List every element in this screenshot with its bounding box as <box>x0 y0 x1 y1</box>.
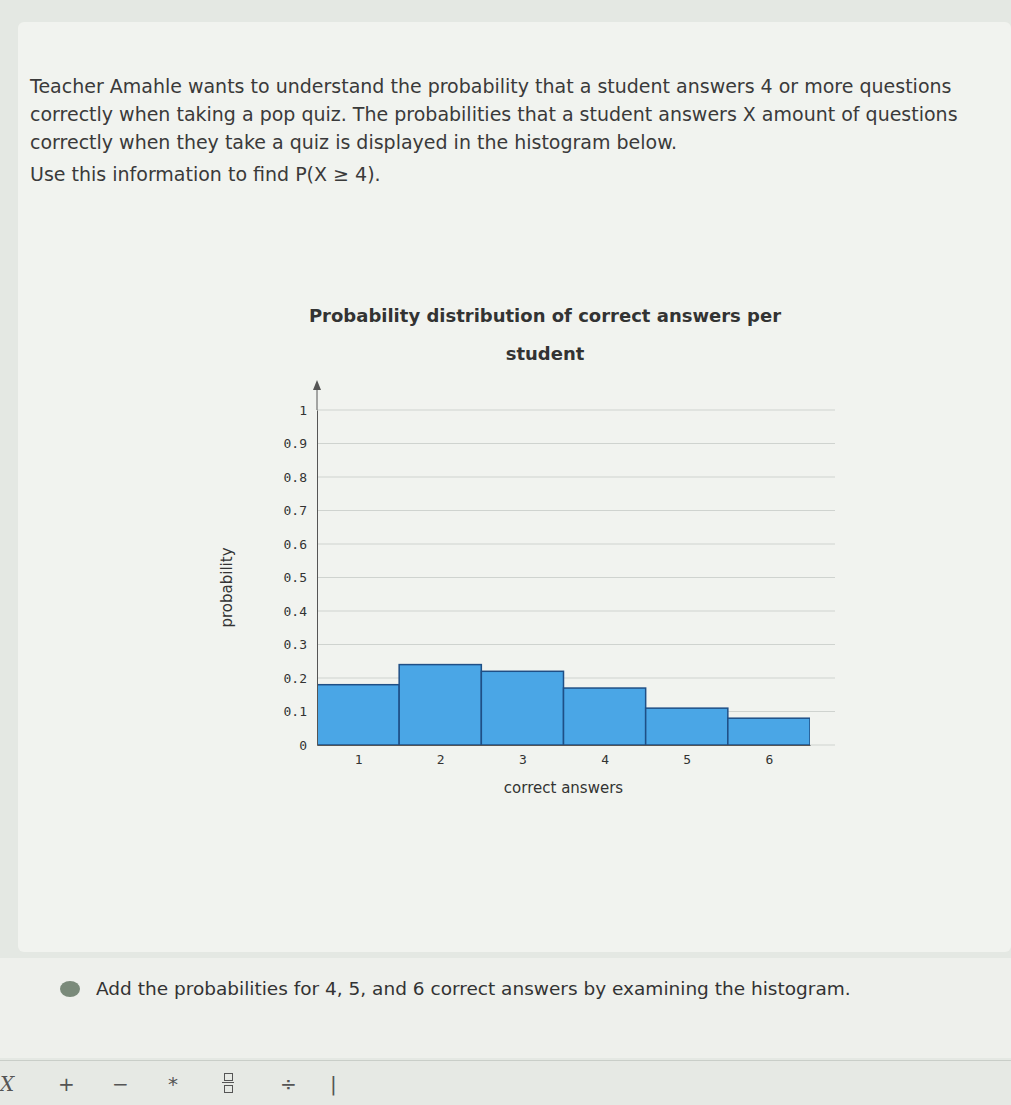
fraction-button[interactable] <box>222 1071 234 1095</box>
tick-label: 0.3 <box>284 637 307 652</box>
grid-line <box>317 711 835 712</box>
toolbar-button[interactable]: − <box>112 1072 129 1096</box>
bar <box>564 688 646 745</box>
tick: 2 <box>437 745 445 767</box>
axis-arrow <box>313 380 321 390</box>
grid-line <box>317 477 835 478</box>
tick-label: 0.1 <box>284 704 307 719</box>
y-axis: 0 0.1 0.2 0.3 0.4 0.5 0.6 0.7 0.8 0.9 1 <box>284 403 318 753</box>
chart: 0 0.1 0.2 0.3 0.4 0.5 0.6 0.7 0.8 0.9 1 1 2 3 4 5 6 corre… <box>0 0 1011 1105</box>
tick-label: 1 <box>355 752 363 767</box>
axis-line <box>318 745 811 746</box>
tick: 1 <box>355 745 363 767</box>
tick-label: 0 <box>299 738 307 753</box>
fraction-icon <box>222 1082 234 1083</box>
toolbar-button[interactable]: ÷ <box>280 1072 297 1096</box>
toolbar-button[interactable]: * <box>168 1072 178 1096</box>
tick-label: 0.2 <box>284 671 307 686</box>
toolbar-button[interactable]: | <box>330 1072 337 1096</box>
tick: 0.4 <box>284 604 317 619</box>
tick-label: 1 <box>299 403 307 418</box>
prompt-text: Teacher Amahle wants to understand the p… <box>30 72 990 156</box>
tick-label: 5 <box>683 752 691 767</box>
y-axis-title: probability <box>218 547 236 627</box>
chart-title-line: Probability distribution of correct answ… <box>309 305 781 326</box>
tick-label: 2 <box>437 752 445 767</box>
grid-line <box>317 410 835 411</box>
bar <box>399 665 481 745</box>
grid-line <box>317 544 835 545</box>
tick: 0.8 <box>284 470 317 485</box>
hint: Add the probabilities for 4, 5, and 6 co… <box>96 978 851 999</box>
tick: 0.3 <box>284 637 317 652</box>
toolbar <box>0 1060 1011 1105</box>
tick: 1 <box>299 403 317 418</box>
tick-label: 6 <box>766 752 774 767</box>
bar <box>317 685 399 745</box>
tick-label: 4 <box>601 752 609 767</box>
fraction-icon <box>224 1073 233 1081</box>
toolbar-button[interactable]: X <box>0 1072 14 1096</box>
grid-line <box>317 678 835 679</box>
tick: 0.9 <box>284 436 317 451</box>
grid-line <box>317 611 835 612</box>
grid-line <box>317 443 835 444</box>
x-axis-title: correct answers <box>504 779 623 797</box>
tick-label: 0.7 <box>284 503 307 518</box>
hint-icon <box>60 981 80 997</box>
tick: 0.6 <box>284 537 317 552</box>
tick-label: 0.8 <box>284 470 307 485</box>
card <box>18 22 1011 952</box>
tick: 6 <box>766 745 774 767</box>
tick: 0.1 <box>284 704 317 719</box>
grid-line <box>317 510 835 511</box>
grid-line <box>317 644 835 645</box>
grid-line <box>317 745 835 746</box>
grid-line <box>317 577 835 578</box>
tick-label: 0.6 <box>284 537 307 552</box>
bar <box>728 718 810 745</box>
tick: 5 <box>683 745 691 767</box>
bars <box>317 665 810 745</box>
tick: 3 <box>519 745 527 767</box>
bar <box>646 708 728 745</box>
grid <box>317 410 835 745</box>
hint-row <box>0 958 1011 1058</box>
tick: 0 <box>299 738 317 753</box>
tick: 0.7 <box>284 503 317 518</box>
bar <box>481 671 563 745</box>
tick-label: 0.5 <box>284 570 307 585</box>
chart-title-line: student <box>506 343 585 364</box>
tick: 0.5 <box>284 570 317 585</box>
tick-label: 0.4 <box>284 604 308 619</box>
x-axis: 1 2 3 4 5 6 <box>318 745 811 767</box>
fraction-icon <box>224 1085 233 1093</box>
tick-label: 3 <box>519 752 527 767</box>
chart-title: Probability distribution of correct answ… <box>309 305 781 364</box>
tick: 0.2 <box>284 671 317 686</box>
tick: 4 <box>601 745 609 767</box>
axis-line <box>317 411 318 746</box>
prompt-area: Teacher Amahle wants to understand the p… <box>30 72 990 192</box>
toolbar-button[interactable]: + <box>58 1072 75 1096</box>
instruction-text: Use this information to find P(X ≥ 4). <box>30 160 990 188</box>
tick-label: 0.9 <box>284 436 307 451</box>
axis-arrow <box>317 388 318 410</box>
